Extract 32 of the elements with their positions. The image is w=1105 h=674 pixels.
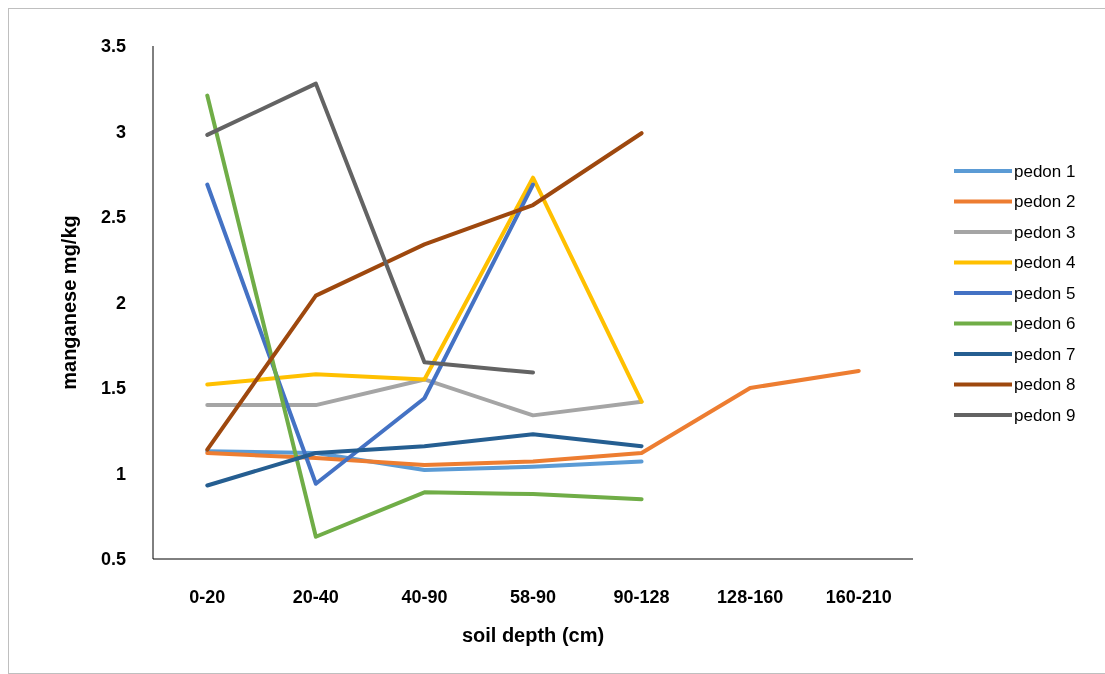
x-axis-title: soil depth (cm) — [461, 624, 605, 646]
x-tick-label: 128-160 — [717, 587, 784, 607]
x-tick-label: 90-128 — [613, 587, 670, 607]
legend-label: pedon 1 — [1014, 161, 1076, 181]
line-series — [205, 175, 644, 404]
y-tick-label: 1.5 — [100, 378, 126, 399]
legend-label: pedon 7 — [1014, 344, 1076, 364]
legend-label: pedon 4 — [1014, 253, 1076, 273]
y-axis-title: manganese mg/kg — [58, 215, 80, 390]
x-tick-label: 0-20 — [189, 587, 226, 607]
x-tick-label: 20-40 — [292, 587, 339, 607]
y-tick-label: 2.5 — [100, 207, 126, 228]
x-tick-label: 40-90 — [401, 587, 448, 607]
legend-label: pedon 3 — [1014, 222, 1076, 242]
y-tick-label: 2 — [115, 292, 126, 313]
y-tick-label: 0.5 — [100, 549, 126, 570]
line-series — [205, 81, 535, 375]
y-tick-label: 1 — [115, 463, 126, 484]
legend-label: pedon 2 — [1014, 192, 1076, 212]
legend-label: pedon 9 — [1014, 405, 1076, 425]
line-series — [205, 377, 644, 418]
x-tick-label: 160-210 — [825, 587, 892, 607]
legend-label: pedon 5 — [1014, 283, 1076, 303]
legend-label: pedon 8 — [1014, 375, 1076, 395]
x-tick-label: 58-90 — [509, 587, 557, 607]
line-series — [205, 93, 644, 539]
legend-label: pedon 6 — [1014, 314, 1076, 334]
y-tick-label: 3.5 — [100, 36, 126, 57]
line-series — [205, 368, 861, 467]
y-tick-label: 3 — [115, 121, 126, 142]
line-series — [205, 131, 644, 452]
line-series — [205, 432, 644, 488]
